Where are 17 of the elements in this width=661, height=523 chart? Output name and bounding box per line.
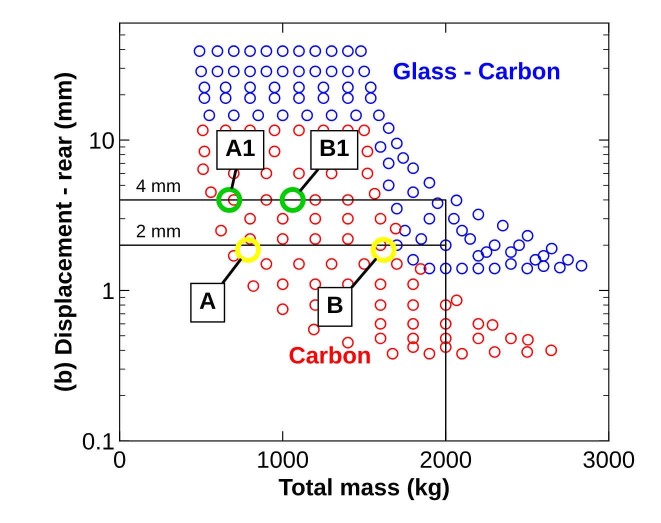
x-tick-label: 2000	[420, 451, 472, 468]
annotation: B1	[320, 140, 349, 156]
y-tick-label: 10	[90, 132, 114, 149]
y-tick-label: 0.1	[82, 432, 114, 450]
series-label: Glass - Carbon	[394, 62, 560, 80]
annotation: 4 mm	[136, 180, 180, 192]
x-tick-label: 0	[114, 451, 126, 468]
y-tick-label: 1	[103, 282, 114, 300]
annotation: 2 mm	[136, 224, 180, 238]
x-tick-label: 1000	[258, 451, 308, 468]
annotation: A	[200, 292, 216, 309]
annotation: A1	[226, 140, 255, 156]
series-label: Carbon	[290, 346, 370, 364]
x-tick-label: 3000	[583, 451, 634, 468]
y-axis-title: (b) Displacement - rear (mm)	[54, 73, 76, 391]
annotation: B	[328, 296, 342, 313]
x-axis-title: Total mass (kg)	[278, 478, 449, 500]
